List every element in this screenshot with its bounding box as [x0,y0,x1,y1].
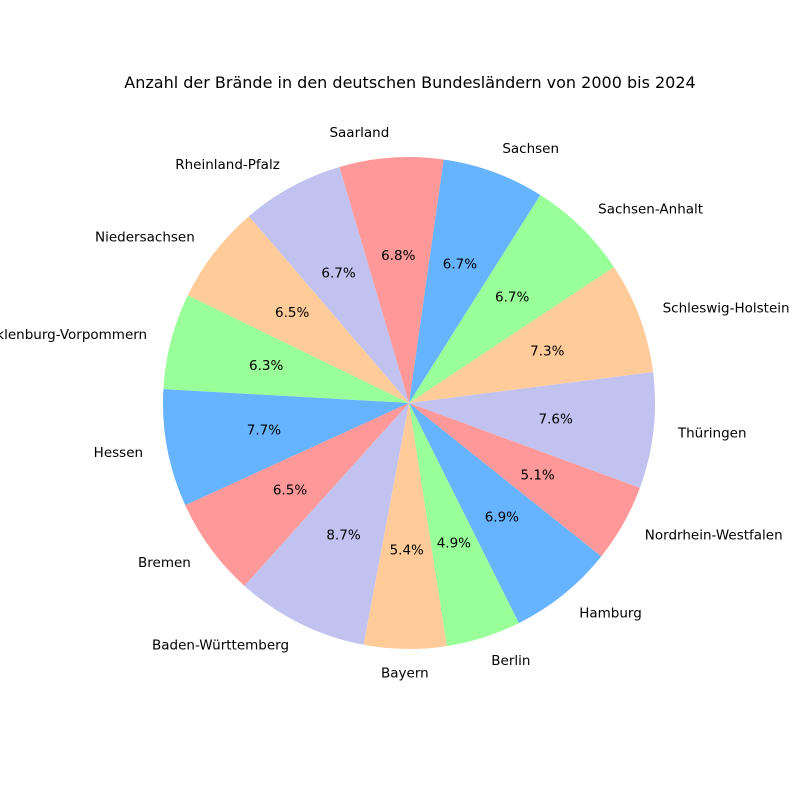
pie-slice-nordrhein-westfalen [409,403,640,557]
slice-percent-berlin: 4.9% [437,536,471,552]
pie-slice-niedersachsen [187,216,409,403]
slice-percent-hamburg: 6.9% [485,510,519,526]
pie-slice-saarland [339,157,444,403]
slice-percent-sachsen: 6.7% [443,256,477,272]
slice-label-hamburg: Hamburg [579,605,642,621]
slice-label-schleswig-holstein: Schleswig-Holstein [663,301,790,317]
slice-label-hessen: Hessen [94,445,143,461]
slice-label-sachsen: Sachsen [502,141,559,157]
slice-percent-schleswig-holstein: 7.3% [530,344,564,360]
slice-percent-thuringen: 7.6% [539,412,573,428]
slice-percent-sachsen-anhalt: 6.7% [495,289,529,305]
pie-slice-mecklenburg-vorpommern [163,295,409,403]
slice-label-nordrhein-westfalen: Nordrhein-Westfalen [645,528,783,544]
slice-percent-rheinland-pfalz: 6.7% [321,265,355,281]
slice-percent-hessen: 7.7% [247,422,281,438]
slice-percent-nordrhein-westfalen: 5.1% [520,467,554,483]
pie-slice-schleswig-holstein [409,266,654,403]
slice-label-mecklenburg-vorpommern: Mecklenburg-Vorpommern [0,327,147,343]
slice-label-bremen: Bremen [138,555,191,571]
pie-slice-bayern [363,403,447,649]
slice-label-sachsen-anhalt: Sachsen-Anhalt [598,201,703,217]
pie-slice-rheinland-pfalz [248,167,409,403]
pie-slice-berlin [409,403,519,647]
pie-labels: Baden-Württemberg 8.7% Bayern 5.4% Berlin 4.9… [0,125,790,681]
chart-title: Anzahl der Brände in den deutschen Bunde… [124,73,695,92]
slice-label-saarland: Saarland [329,125,389,141]
slice-label-berlin: Berlin [491,653,530,669]
slice-label-baden-wurttemberg: Baden-Württemberg [152,638,289,654]
pie-slice-hamburg [409,403,602,624]
pie-slice-hessen [163,389,409,506]
pie-slice-thuringen [409,372,655,488]
slice-percent-bayern: 5.4% [390,543,424,559]
pie-slice-sachsen-anhalt [409,194,614,403]
slice-label-rheinland-pfalz: Rheinland-Pfalz [175,157,280,173]
slice-percent-niedersachsen: 6.5% [275,305,309,321]
pie-slice-baden-wurttemberg [244,403,409,645]
slice-percent-mecklenburg-vorpommern: 6.3% [249,358,283,374]
pie-slices [163,157,655,649]
slice-percent-baden-wurttemberg: 8.7% [326,527,360,543]
slice-percent-bremen: 6.5% [273,482,307,498]
slice-label-niedersachsen: Niedersachsen [95,230,195,246]
slice-label-bayern: Bayern [381,666,429,682]
slice-percent-saarland: 6.8% [381,248,415,264]
pie-slice-sachsen [409,159,541,403]
pie-slice-bremen [185,403,409,586]
slice-label-thuringen: Thüringen [677,425,747,441]
